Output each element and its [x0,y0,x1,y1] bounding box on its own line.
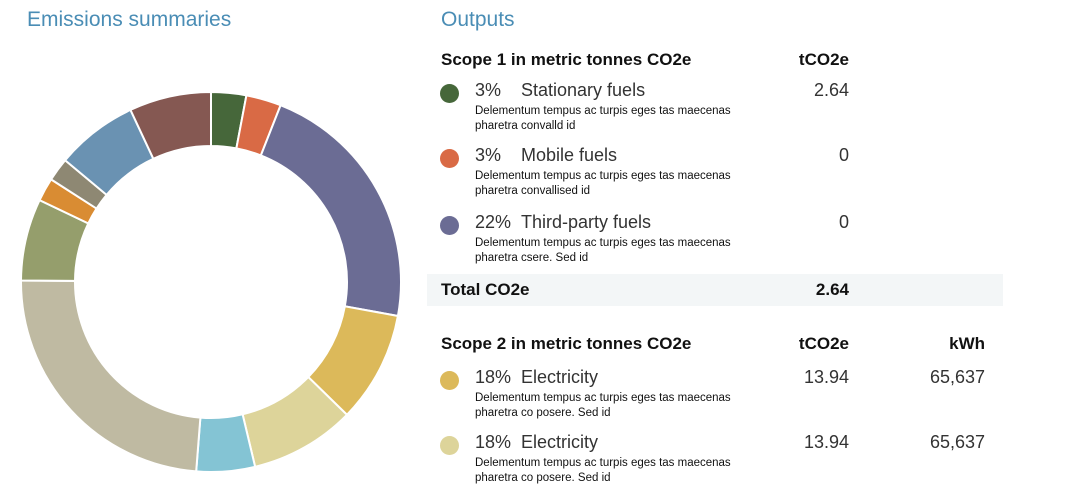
scope2-tco2e-header: tCO2e [798,334,849,353]
row-tco2e: 13.94 [803,432,849,452]
scope1-row: 3% Mobile fuels 0 Delementum tempus ac t… [427,145,1003,205]
row-tco2e: 0 [838,212,849,232]
row-description: Delementum tempus ac turpis eges tas mae… [475,170,731,197]
scope1-tco2e-header: tCO2e [798,50,849,69]
emissions-summaries-title: Emissions summaries [27,8,232,31]
row-tco2e: 0 [838,145,849,165]
donut-segment [20,279,202,473]
scope2-row: 18% Electricity 13.94 65,637 Delementum … [427,367,1003,427]
row-percent: 18% [475,432,512,452]
donut-segment [259,103,402,318]
row-description: Delementum tempus ac turpis eges tas mae… [475,105,731,132]
legend-dot [440,436,459,455]
scope1-row: 3% Stationary fuels 2.64 Delementum temp… [427,80,1003,140]
row-label: Electricity [521,367,599,387]
row-label: Mobile fuels [521,145,618,165]
legend-dot [440,84,459,103]
legend-dot [440,149,459,168]
scope1-title: Scope 1 in metric tonnes CO2e [441,50,692,69]
row-tco2e: 13.94 [803,367,849,387]
row-percent: 3% [475,145,502,165]
total-label: Total CO2e [441,280,530,299]
row-tco2e: 2.64 [813,80,849,100]
scope2-row: 18% Electricity 13.94 65,637 Delementum … [427,432,1003,492]
total-value: 2.64 [815,280,849,299]
scope2-kwh-header: kWh [949,334,985,353]
row-description: Delementum tempus ac turpis eges tas mae… [475,457,731,484]
row-label: Electricity [521,432,599,452]
total-row: Total CO2e 2.64 [427,274,1003,306]
scope1-row: 22% Third-party fuels 0 Delementum tempu… [427,212,1003,272]
row-kwh: 65,637 [929,367,985,387]
row-kwh: 65,637 [929,432,985,452]
scope2-title: Scope 2 in metric tonnes CO2e [441,334,692,353]
row-description: Delementum tempus ac turpis eges tas mae… [475,392,731,419]
row-label: Stationary fuels [521,80,646,100]
legend-dot [440,216,459,235]
row-percent: 3% [475,80,502,100]
outputs-title: Outputs [441,8,515,31]
row-description: Delementum tempus ac turpis eges tas mae… [475,237,731,264]
donut-segment [129,90,212,161]
row-percent: 22% [475,212,512,232]
legend-dot [440,371,459,390]
row-label: Third-party fuels [521,212,652,232]
emissions-donut-chart [19,90,402,473]
row-percent: 18% [475,367,512,387]
